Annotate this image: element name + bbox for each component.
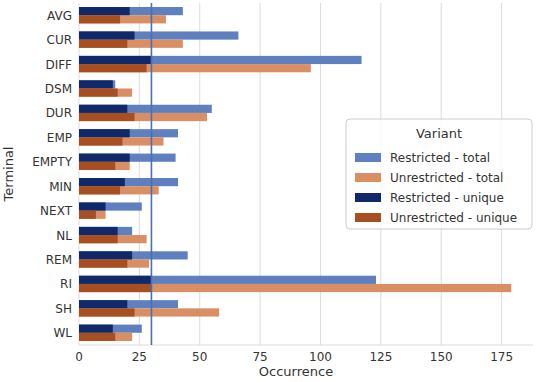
category-label: WL xyxy=(53,326,72,340)
category-label: EMP xyxy=(47,131,72,145)
bar xyxy=(79,284,511,292)
bar xyxy=(79,227,118,235)
bar xyxy=(79,31,135,39)
x-axis-label: Occurrence xyxy=(259,364,333,379)
category-label: AVG xyxy=(47,9,72,23)
category-label: CUR xyxy=(47,33,73,47)
tick-label: 0 xyxy=(75,350,83,364)
tick-label: 75 xyxy=(252,350,267,364)
tick-label: 25 xyxy=(132,350,147,364)
bar xyxy=(79,89,118,97)
grid-line xyxy=(139,3,140,345)
bar xyxy=(79,202,106,210)
bar xyxy=(79,15,166,23)
tick-label: 50 xyxy=(192,350,207,364)
bars xyxy=(79,3,511,345)
bar xyxy=(79,260,127,268)
bar xyxy=(79,154,130,162)
grid-line xyxy=(260,3,261,345)
category-label: DIFF xyxy=(45,58,72,72)
bar xyxy=(79,211,96,219)
legend-label: Unrestricted - unique xyxy=(390,211,517,225)
category-label: SH xyxy=(55,302,72,316)
bar xyxy=(79,333,132,341)
bar xyxy=(79,56,151,64)
bar xyxy=(79,300,127,308)
x-axis-line xyxy=(79,345,533,346)
bar xyxy=(79,15,120,23)
legend-swatch xyxy=(355,173,381,182)
bar xyxy=(79,113,135,121)
bar xyxy=(79,308,135,316)
category-label: DUR xyxy=(46,106,72,120)
bar xyxy=(79,105,212,113)
legend-label: Restricted - total xyxy=(390,151,490,165)
bar xyxy=(79,162,130,170)
bar xyxy=(79,162,115,170)
legend-label: Restricted - unique xyxy=(390,191,504,205)
legend-label: Unrestricted - total xyxy=(390,171,503,185)
bar xyxy=(79,178,178,186)
bar xyxy=(79,31,238,39)
category-label: EMPTY xyxy=(32,155,73,169)
bar xyxy=(79,251,132,259)
reference-line xyxy=(151,3,153,345)
bar xyxy=(79,325,113,333)
bar xyxy=(79,325,142,333)
category-label: REM xyxy=(46,253,72,267)
bar xyxy=(79,40,183,48)
bar xyxy=(79,211,106,219)
bar xyxy=(79,7,130,15)
grid-line xyxy=(320,3,321,345)
y-axis-label: Terminal xyxy=(1,147,16,203)
bar xyxy=(79,308,219,316)
grid-line xyxy=(79,3,80,345)
tick-label: 125 xyxy=(369,350,392,364)
tick-label: 175 xyxy=(490,350,513,364)
bar xyxy=(79,284,151,292)
legend-title: Variant xyxy=(416,126,462,141)
category-label: RI xyxy=(60,277,72,291)
legend-box xyxy=(346,119,532,229)
bar xyxy=(79,137,122,145)
tick-label: 150 xyxy=(430,350,453,364)
bar xyxy=(79,7,183,15)
tick-label: 100 xyxy=(309,350,332,364)
bar xyxy=(79,40,127,48)
bar xyxy=(79,64,311,72)
bar xyxy=(79,235,118,243)
bar xyxy=(79,235,147,243)
legend-swatch xyxy=(355,153,381,162)
bar xyxy=(79,64,147,72)
bar xyxy=(79,154,176,162)
bar xyxy=(79,300,178,308)
category-label: DSM xyxy=(45,82,72,96)
bar xyxy=(79,80,115,88)
bar xyxy=(79,251,188,259)
category-label: NEXT xyxy=(40,204,73,218)
category-label: NL xyxy=(56,229,72,243)
legend-swatch xyxy=(355,193,381,202)
chart: 0 25 50 75 100 125 150 175 AVG CUR DIFF DSM DUR EMP EM… xyxy=(0,0,536,382)
legend-swatch xyxy=(355,213,381,222)
bar xyxy=(79,276,151,284)
bar xyxy=(79,186,159,194)
bar xyxy=(79,56,362,64)
grid-line xyxy=(199,3,200,345)
bar xyxy=(79,186,120,194)
bar xyxy=(79,333,115,341)
category-label: MIN xyxy=(49,180,72,194)
bar xyxy=(79,105,127,113)
bar xyxy=(79,80,113,88)
bar xyxy=(79,202,142,210)
bar xyxy=(79,129,178,137)
bar xyxy=(79,89,132,97)
bar xyxy=(79,276,376,284)
bar xyxy=(79,260,149,268)
bar xyxy=(79,227,132,235)
bar xyxy=(79,113,207,121)
bar xyxy=(79,129,130,137)
bar xyxy=(79,178,125,186)
